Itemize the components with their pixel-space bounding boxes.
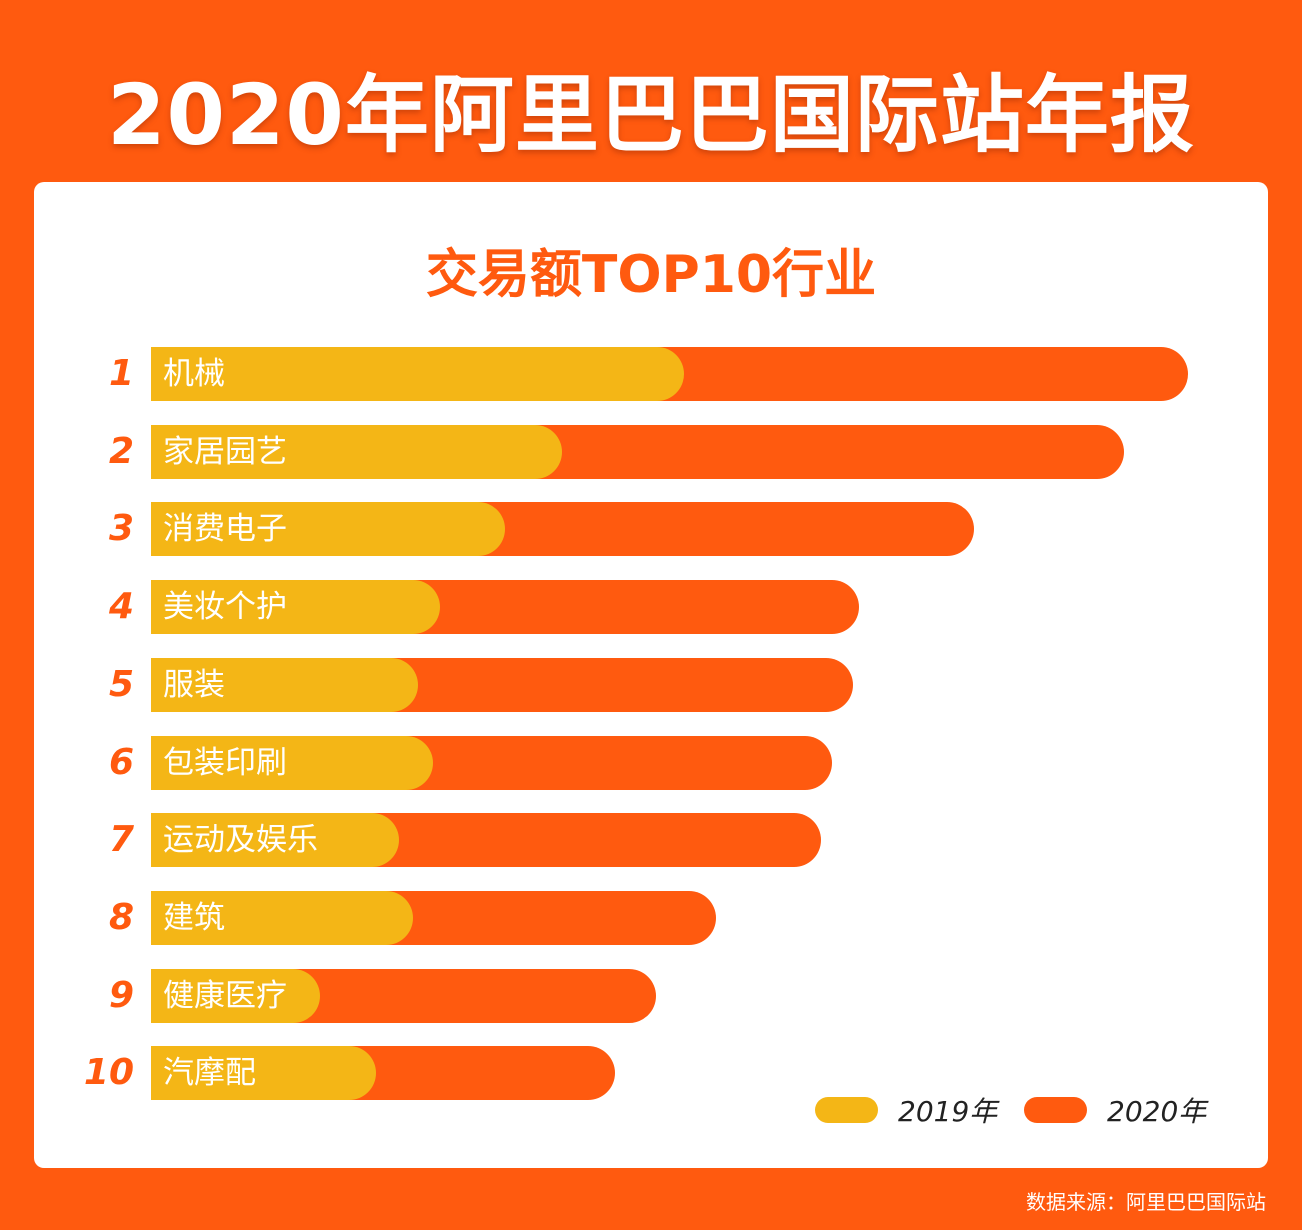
rank-label: 3 [108,508,134,550]
bar-row: 3 消费电子 [34,502,1268,557]
bar-2019 [151,735,434,790]
bar-row: 1 机械 [34,347,1268,401]
category-label: 消费电子 [163,511,287,548]
bar-2019 [151,890,414,945]
rank-label: 6 [108,741,134,783]
chart-card: 交易额TOP10行业 1 机械 2 家居园艺 3 消费电子 4 美妆个护 5 服装 6 包装印刷 7 运动… [34,182,1268,1168]
category-label: 包装印刷 [163,744,287,781]
rank-label: 7 [108,819,134,861]
rank-label: 2 [108,430,134,472]
bar-row: 7 运动及娱乐 [34,813,1268,868]
bar-row: 6 包装印刷 [34,735,1268,790]
legend-item-2020: 2020年 [1024,1090,1206,1130]
legend-item-2019: 2019年 [815,1090,997,1130]
category-label: 汽摩配 [163,1055,256,1092]
rank-label: 1 [108,353,134,394]
data-source: 数据来源：阿里巴巴国际站 [1026,1190,1266,1214]
bar-2019 [151,580,441,635]
page-title: 2020年阿里巴巴国际站年报 [107,66,1195,164]
bar-row: 8 建筑 [34,890,1268,945]
bar-row: 2 家居园艺 [34,424,1268,479]
bar-row: 10 汽摩配 [34,1046,1268,1101]
legend-swatch-2020 [1024,1097,1087,1123]
rank-label: 8 [108,896,134,938]
bar-2019 [151,657,418,712]
legend-label-2020: 2020年 [1107,1095,1207,1128]
category-label: 家居园艺 [163,433,287,470]
category-label: 建筑 [163,899,225,936]
category-label: 服装 [163,666,225,703]
rank-label: 9 [108,974,134,1016]
bar-2019 [151,968,321,1023]
rank-label: 5 [108,663,134,705]
bar-2019 [151,813,399,868]
chart-title: 交易额TOP10行业 [425,245,877,305]
legend-swatch-2019 [815,1097,878,1123]
bar-row: 5 服装 [34,657,1268,712]
rank-label: 10 [83,1052,134,1094]
bar-2019 [151,502,505,557]
category-label: 健康医疗 [163,977,287,1014]
category-label: 机械 [163,356,225,392]
legend-label-2019: 2019年 [898,1095,998,1128]
bar-2019 [151,347,685,401]
bar-2019 [151,424,562,479]
category-label: 运动及娱乐 [163,822,318,859]
rank-label: 4 [108,586,134,628]
bar-2019 [151,1046,377,1101]
bar-row: 9 健康医疗 [34,968,1268,1023]
bar-row: 4 美妆个护 [34,580,1268,635]
category-label: 美妆个护 [163,589,287,626]
